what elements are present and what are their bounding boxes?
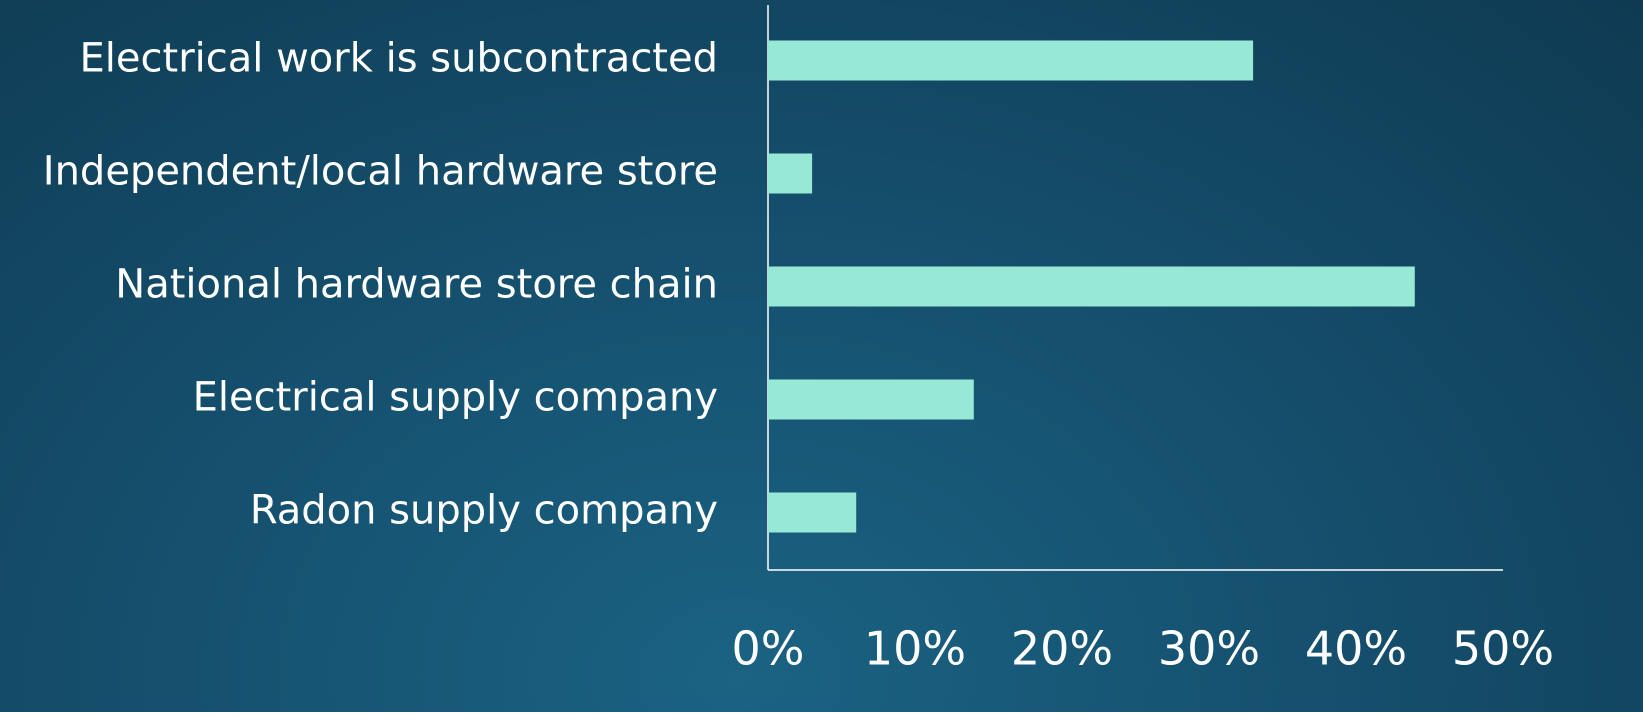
x-tick-label: 10% [864, 622, 966, 676]
bar [768, 40, 1254, 81]
x-tick-label: 30% [1158, 622, 1260, 676]
y-tick-label: Electrical work is subcontracted [80, 36, 718, 82]
x-tick-label: 50% [1452, 622, 1554, 676]
y-tick-label: National hardware store chain [115, 262, 718, 308]
bar [768, 266, 1415, 307]
x-tick-label: 20% [1011, 622, 1113, 676]
y-tick-label: Electrical supply company [193, 375, 718, 421]
bar [768, 153, 813, 194]
bar [768, 492, 857, 533]
y-tick-label: Independent/local hardware store [43, 149, 718, 195]
x-tick-label: 40% [1305, 622, 1407, 676]
bar [768, 379, 974, 420]
x-tick-label: 0% [732, 622, 805, 676]
y-tick-label: Radon supply company [250, 488, 718, 534]
